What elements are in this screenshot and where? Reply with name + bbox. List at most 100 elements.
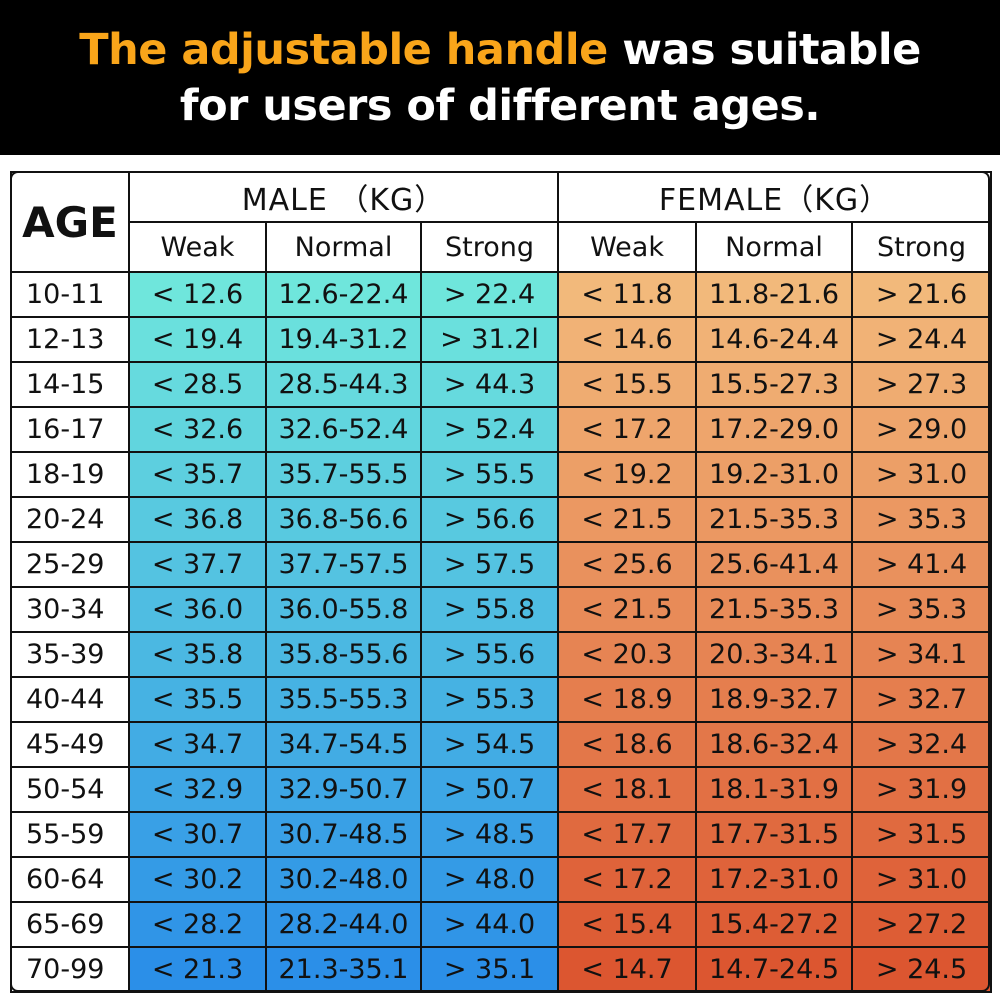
- female-strong-cell: > 31.0: [851, 856, 993, 903]
- male-strong-cell: > 44.0: [419, 901, 560, 948]
- male-weak-cell: < 35.8: [128, 631, 267, 678]
- female-weak-cell: < 18.9: [557, 676, 698, 723]
- female-normal-cell: 17.2-31.0: [695, 856, 854, 903]
- age-cell: 20-24: [10, 496, 130, 543]
- female-weak-cell: < 25.6: [557, 541, 698, 588]
- age-cell: 50-54: [10, 766, 130, 813]
- male-weak-cell: < 35.5: [128, 676, 267, 723]
- age-cell: 35-39: [10, 631, 130, 678]
- male-weak-cell: < 30.7: [128, 811, 267, 858]
- female-weak-cell: < 21.5: [557, 496, 698, 543]
- table-row: 50-54 < 32.9 32.9-50.7 > 50.7 < 18.1 18.1-31.…: [10, 766, 993, 813]
- male-normal-cell: 35.5-55.3: [265, 676, 422, 723]
- female-normal-cell: 18.6-32.4: [695, 721, 854, 768]
- female-normal-cell: 17.7-31.5: [695, 811, 854, 858]
- female-weak-header: Weak: [557, 221, 698, 273]
- table-row: 35-39 < 35.8 35.8-55.6 > 55.6 < 20.3 20.3-34.…: [10, 631, 993, 678]
- female-normal-cell: 21.5-35.3: [695, 496, 854, 543]
- male-strong-cell: > 56.6: [419, 496, 560, 543]
- age-cell: 40-44: [10, 676, 130, 723]
- male-weak-cell: < 28.2: [128, 901, 267, 948]
- female-weak-cell: < 11.8: [557, 271, 698, 318]
- age-cell: 14-15: [10, 361, 130, 408]
- male-normal-cell: 21.3-35.1: [265, 946, 422, 993]
- table-row: 18-19 < 35.7 35.7-55.5 > 55.5 < 19.2 19.2-31.…: [10, 451, 993, 498]
- age-cell: 55-59: [10, 811, 130, 858]
- male-normal-cell: 36.8-56.6: [265, 496, 422, 543]
- female-normal-cell: 25.6-41.4: [695, 541, 854, 588]
- grip-strength-table: AGE MALE （KG） FEMALE（KG） Weak Normal Str…: [10, 171, 993, 993]
- male-normal-cell: 32.6-52.4: [265, 406, 422, 453]
- male-weak-cell: < 32.9: [128, 766, 267, 813]
- female-normal-cell: 18.9-32.7: [695, 676, 854, 723]
- female-normal-cell: 15.4-27.2: [695, 901, 854, 948]
- female-weak-cell: < 20.3: [557, 631, 698, 678]
- female-normal-cell: 15.5-27.3: [695, 361, 854, 408]
- male-normal-cell: 35.8-55.6: [265, 631, 422, 678]
- female-normal-cell: 20.3-34.1: [695, 631, 854, 678]
- male-weak-header: Weak: [128, 221, 267, 273]
- table-row: 60-64 < 30.2 30.2-48.0 > 48.0 < 17.2 17.2-31.…: [10, 856, 993, 903]
- male-strong-cell: > 35.1: [419, 946, 560, 993]
- age-cell: 16-17: [10, 406, 130, 453]
- female-strong-cell: > 31.0: [851, 451, 993, 498]
- male-normal-cell: 30.2-48.0: [265, 856, 422, 903]
- male-header: MALE （KG）: [127, 171, 560, 223]
- table-body: 10-11 < 12.6 12.6-22.4 > 22.4 < 11.8 11.8-21.…: [10, 271, 993, 993]
- table-row: 20-24 < 36.8 36.8-56.6 > 56.6 < 21.5 21.5-35.…: [10, 496, 993, 543]
- female-normal-cell: 18.1-31.9: [695, 766, 854, 813]
- male-strong-cell: > 50.7: [419, 766, 560, 813]
- male-normal-cell: 32.9-50.7: [265, 766, 422, 813]
- age-cell: 18-19: [10, 451, 130, 498]
- male-normal-cell: 34.7-54.5: [265, 721, 422, 768]
- male-strong-header: Strong: [419, 221, 560, 273]
- female-weak-cell: < 19.2: [557, 451, 698, 498]
- age-cell: 30-34: [10, 586, 130, 633]
- male-strong-cell: > 55.3: [419, 676, 560, 723]
- female-strong-cell: > 32.4: [851, 721, 993, 768]
- age-cell: 70-99: [10, 946, 130, 993]
- female-weak-cell: < 17.2: [557, 406, 698, 453]
- table-row: 12-13 < 19.4 19.4-31.2 > 31.2l < 14.6 14.6-24…: [10, 316, 993, 363]
- title-line-2: for users of different ages.: [179, 81, 821, 131]
- female-normal-cell: 14.7-24.5: [695, 946, 854, 993]
- table-row: 55-59 < 30.7 30.7-48.5 > 48.5 < 17.7 17.7-31.…: [10, 811, 993, 858]
- table-row: 70-99 < 21.3 21.3-35.1 > 35.1 < 14.7 14.7-24.…: [10, 946, 993, 993]
- male-weak-cell: < 21.3: [128, 946, 267, 993]
- male-normal-cell: 37.7-57.5: [265, 541, 422, 588]
- table-row: 40-44 < 35.5 35.5-55.3 > 55.3 < 18.9 18.9-32.…: [10, 676, 993, 723]
- title-highlight: The adjustable handle: [79, 25, 608, 75]
- female-weak-cell: < 15.5: [557, 361, 698, 408]
- age-cell: 25-29: [10, 541, 130, 588]
- female-strong-cell: > 35.3: [851, 496, 993, 543]
- table-row: 45-49 < 34.7 34.7-54.5 > 54.5 < 18.6 18.6-32.…: [10, 721, 993, 768]
- female-normal-cell: 17.2-29.0: [695, 406, 854, 453]
- female-normal-cell: 11.8-21.6: [695, 271, 854, 318]
- male-weak-cell: < 28.5: [128, 361, 267, 408]
- female-weak-cell: < 17.2: [557, 856, 698, 903]
- age-cell: 12-13: [10, 316, 130, 363]
- male-strong-cell: > 55.8: [419, 586, 560, 633]
- female-strong-header: Strong: [851, 221, 993, 273]
- age-cell: 65-69: [10, 901, 130, 948]
- title-line-1: The adjustable handle was suitable: [0, 22, 1000, 78]
- female-weak-cell: < 17.7: [557, 811, 698, 858]
- title-rest: was suitable: [607, 25, 921, 75]
- female-strong-cell: > 27.3: [851, 361, 993, 408]
- male-weak-cell: < 19.4: [128, 316, 267, 363]
- age-header: AGE: [10, 171, 130, 273]
- female-strong-cell: > 27.2: [851, 901, 993, 948]
- male-strong-cell: > 55.6: [419, 631, 560, 678]
- table-row: 25-29 < 37.7 37.7-57.5 > 57.5 < 25.6 25.6-41.…: [10, 541, 993, 588]
- male-normal-cell: 28.2-44.0: [265, 901, 422, 948]
- age-cell: 60-64: [10, 856, 130, 903]
- female-weak-cell: < 18.6: [557, 721, 698, 768]
- table-row: 14-15 < 28.5 28.5-44.3 > 44.3 < 15.5 15.5-27.…: [10, 361, 993, 408]
- female-strong-cell: > 41.4: [851, 541, 993, 588]
- age-cell: 45-49: [10, 721, 130, 768]
- male-strong-cell: > 22.4: [419, 271, 560, 318]
- female-normal-header: Normal: [695, 221, 854, 273]
- female-normal-cell: 19.2-31.0: [695, 451, 854, 498]
- female-weak-cell: < 18.1: [557, 766, 698, 813]
- male-weak-cell: < 12.6: [128, 271, 267, 318]
